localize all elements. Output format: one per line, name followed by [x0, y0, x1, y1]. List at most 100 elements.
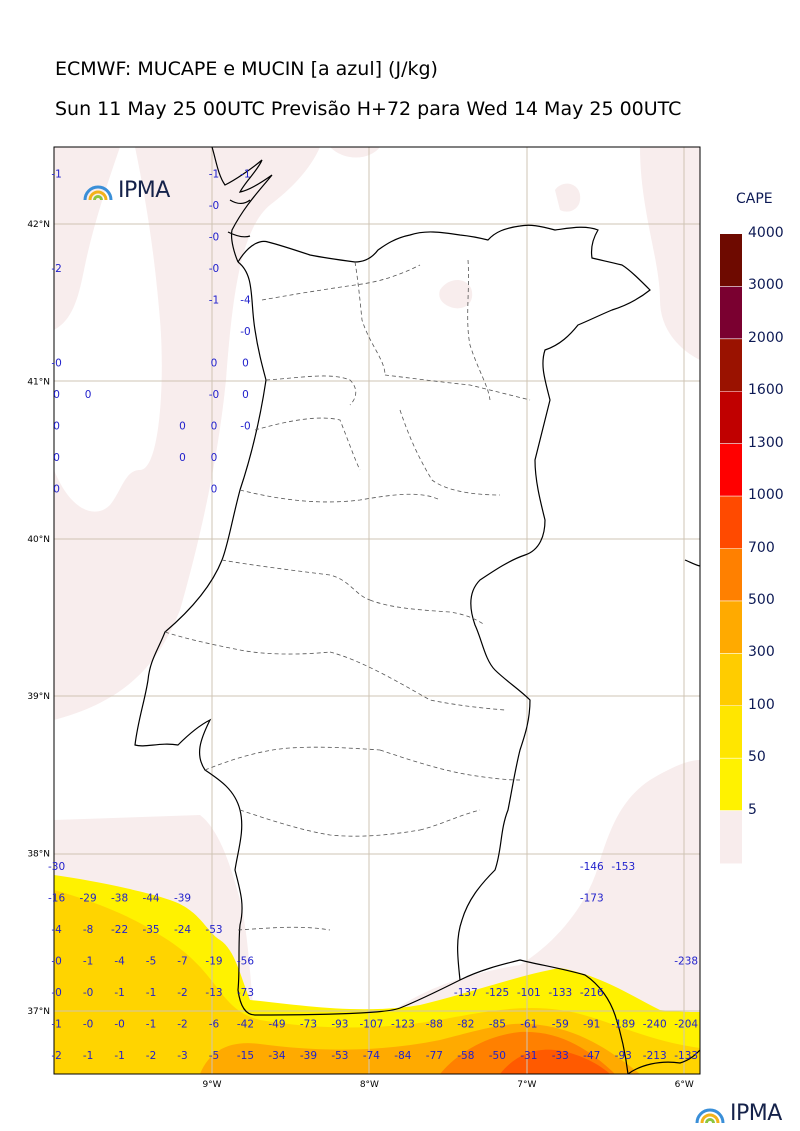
- latitude-label: 38°N: [27, 850, 50, 860]
- cin-value-label: -91: [583, 1019, 600, 1031]
- latitude-labels: 42°N 41°N 40°N 39°N 38°N 37°N: [27, 220, 50, 1017]
- cin-value-label: -5: [209, 1050, 219, 1062]
- cin-value-label: -1: [51, 169, 61, 181]
- colorbar-title: CAPE: [736, 191, 773, 207]
- cin-value-label: -0: [209, 263, 219, 275]
- cin-value-label: -19: [205, 956, 222, 968]
- map-frame: [53, 146, 701, 1075]
- cin-value-label: 0: [242, 389, 249, 401]
- colorbar-swatch: [720, 443, 742, 497]
- cin-value-label: -59: [552, 1019, 569, 1031]
- cin-value-label: -107: [359, 1019, 383, 1031]
- colorbar-swatch: [720, 758, 742, 812]
- cin-value-label: -189: [611, 1019, 635, 1031]
- cin-value-label: -58: [457, 1050, 474, 1062]
- cin-value-label: -123: [391, 1019, 415, 1031]
- cin-value-label: -1: [83, 1050, 93, 1062]
- cin-value-label: 0: [53, 483, 60, 495]
- map-subtitle: Sun 11 May 25 00UTC Previsão H+72 para W…: [55, 98, 682, 120]
- ipma-logo-top: IPMA: [82, 178, 170, 203]
- cin-value-label: -53: [205, 924, 222, 936]
- cin-value-label: -73: [237, 987, 254, 999]
- cin-value-label: 0: [53, 389, 60, 401]
- cin-value-label: -29: [80, 893, 97, 905]
- latitude-label: 42°N: [27, 220, 50, 230]
- cin-value-label: -2: [51, 263, 61, 275]
- colorbar-swatch: [720, 810, 742, 864]
- cin-value-label: -1: [240, 169, 250, 181]
- cin-value-label: -0: [51, 987, 61, 999]
- cin-value-label: -1: [146, 1019, 156, 1031]
- colorbar-level-label: 4000: [748, 225, 784, 241]
- cin-value-label: -16: [48, 893, 65, 905]
- colorbar-level-label: 1600: [748, 382, 784, 399]
- cin-value-label: -173: [580, 893, 604, 905]
- cin-value-label: -2: [51, 1050, 61, 1062]
- cin-value-label: -240: [643, 1019, 667, 1031]
- colorbar-level-label: 3000: [748, 277, 784, 294]
- longitude-label: 6°W: [675, 1080, 694, 1090]
- cin-value-label: -4: [240, 295, 251, 307]
- cin-value-label: -22: [111, 924, 128, 936]
- longitude-label: 8°W: [360, 1080, 379, 1090]
- colorbar-level-label: 5: [748, 801, 757, 818]
- cin-value-label: -77: [426, 1050, 443, 1062]
- latitude-label: 40°N: [27, 535, 50, 545]
- ipma-logo-text: IPMA: [730, 1101, 782, 1126]
- colorbar-swatch: [720, 234, 742, 287]
- cin-value-label: -44: [142, 893, 159, 905]
- longitude-label: 9°W: [202, 1080, 221, 1090]
- cin-value-label: -38: [111, 893, 128, 905]
- colorbar-level-label: 300: [748, 644, 775, 661]
- latitude-label: 39°N: [27, 692, 50, 702]
- cin-values: -1 -1 -1 -0 -0 -2 -0 -1 -4 -0 -0 0 0 0 0 -0 0 0 0 0 -0 0 0 0 0 0 -…: [48, 169, 698, 1062]
- colorbar-level-label: 2000: [748, 329, 784, 346]
- cin-value-label: -82: [457, 1019, 474, 1031]
- cin-value-label: -101: [517, 987, 541, 999]
- cin-value-label: -4: [51, 924, 62, 936]
- ipma-logo-bottom: IPMA: [694, 1101, 782, 1126]
- cin-value-label: -137: [454, 987, 478, 999]
- cin-value-label: -74: [363, 1050, 380, 1062]
- cin-value-label: -15: [237, 1050, 254, 1062]
- cin-value-label: -0: [51, 956, 61, 968]
- ipma-arc-icon: [83, 185, 113, 200]
- colorbar-level-label: 1300: [748, 434, 784, 451]
- colorbar-swatch: [720, 705, 742, 759]
- cin-value-label: -1: [114, 987, 124, 999]
- colorbar-level-label: 50: [748, 749, 766, 766]
- cin-value-label: -153: [611, 861, 635, 873]
- cin-value-label: -34: [268, 1050, 285, 1062]
- cin-value-label: 0: [211, 420, 218, 432]
- latitude-label: 41°N: [27, 377, 50, 387]
- cin-value-label: -133: [548, 987, 572, 999]
- cin-value-label: -49: [268, 1019, 285, 1031]
- cin-value-label: -1: [83, 956, 93, 968]
- cin-value-label: -5: [146, 956, 156, 968]
- cin-value-label: -1: [146, 987, 156, 999]
- cin-value-label: 0: [179, 420, 186, 432]
- longitude-label: 7°W: [517, 1080, 536, 1090]
- longitude-labels: 9°W 8°W 7°W 6°W: [202, 1080, 693, 1090]
- cin-value-label: 0: [211, 452, 218, 464]
- cin-value-label: -42: [237, 1019, 254, 1031]
- cin-value-label: -133: [674, 1050, 698, 1062]
- colorbar-swatch: [720, 286, 742, 340]
- cin-value-label: -88: [426, 1019, 443, 1031]
- cin-value-label: -93: [615, 1050, 632, 1062]
- coastline-and-borders: [134, 147, 700, 1074]
- cin-value-label: 0: [211, 483, 218, 495]
- cin-value-label: -238: [674, 956, 698, 968]
- colorbar-swatch: [720, 600, 742, 654]
- cin-value-label: -93: [331, 1019, 348, 1031]
- cin-value-label: -33: [552, 1050, 569, 1062]
- cin-value-label: -4: [114, 956, 125, 968]
- cin-value-label: -0: [83, 987, 93, 999]
- district-borders: [164, 259, 531, 931]
- cin-value-label: 0: [242, 358, 249, 370]
- latitude-label: 37°N: [27, 1007, 50, 1017]
- graticule: [54, 147, 700, 1074]
- cin-value-label: -1: [209, 169, 219, 181]
- cin-value-label: -3: [177, 1050, 187, 1062]
- cin-value-label: -2: [177, 987, 187, 999]
